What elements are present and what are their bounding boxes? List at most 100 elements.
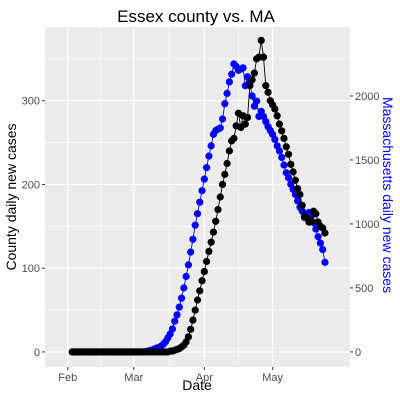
data-point <box>173 311 181 319</box>
data-point <box>212 217 220 225</box>
data-point <box>250 69 258 77</box>
data-point <box>180 284 188 292</box>
data-point <box>187 248 195 256</box>
data-point <box>218 115 227 123</box>
data-point <box>273 112 281 120</box>
data-point <box>177 294 186 302</box>
data-point <box>246 82 254 90</box>
data-point <box>248 92 256 100</box>
data-point <box>275 120 284 128</box>
data-point <box>171 317 179 325</box>
data-point <box>282 143 290 151</box>
y-tick-label: 0 <box>34 347 40 359</box>
data-point <box>253 97 261 105</box>
data-point <box>209 228 218 236</box>
data-point <box>284 150 293 158</box>
data-point <box>259 53 268 61</box>
data-point <box>216 124 224 132</box>
data-point <box>321 229 329 237</box>
y2-axis-title: Massachusetts daily new cases <box>380 97 396 293</box>
y-axis-title: County daily new cases <box>3 123 19 270</box>
data-point <box>182 272 190 280</box>
axis-ticks: Feb Mar Apr May 0 100 200 300 0 500 1000 1500 2000 <box>22 91 380 384</box>
data-point <box>271 135 279 144</box>
data-point <box>230 134 238 142</box>
data-point <box>203 257 211 266</box>
data-point <box>191 221 199 229</box>
data-point <box>291 176 299 184</box>
x-tick-label: Apr <box>196 372 213 384</box>
data-point <box>175 303 183 311</box>
data-point <box>278 153 286 161</box>
data-point <box>168 325 177 333</box>
data-point <box>294 185 302 193</box>
data-point <box>287 160 295 168</box>
data-point <box>221 170 229 178</box>
data-point <box>198 187 206 195</box>
series-county <box>68 36 329 356</box>
data-point <box>296 190 304 199</box>
data-point <box>257 36 265 45</box>
data-point <box>228 70 236 78</box>
y-tick-label: 300 <box>22 96 40 108</box>
data-point <box>223 159 231 168</box>
data-point <box>223 89 231 98</box>
data-point <box>314 233 322 241</box>
data-point <box>198 277 206 285</box>
data-point <box>243 113 252 122</box>
data-point <box>275 147 284 155</box>
data-point <box>189 316 197 324</box>
x-tick-label: Feb <box>58 372 77 384</box>
data-point <box>189 235 197 243</box>
data-point <box>278 127 286 135</box>
data-point <box>271 105 279 113</box>
data-point <box>221 100 229 108</box>
data-point <box>200 267 208 276</box>
data-point <box>284 174 293 182</box>
data-point <box>280 134 288 142</box>
data-point <box>218 180 227 189</box>
data-point <box>184 261 192 269</box>
data-point <box>225 78 233 86</box>
data-point <box>225 147 233 155</box>
data-point <box>241 120 249 128</box>
y2-tick-label: 2000 <box>355 91 379 103</box>
data-point <box>193 210 202 218</box>
y2-tick-label: 1000 <box>355 219 379 231</box>
plot-panel <box>45 27 350 367</box>
data-point <box>205 247 213 256</box>
data-point <box>280 161 288 169</box>
data-point <box>289 168 297 176</box>
x-axis-title: Date <box>182 377 212 393</box>
x-tick-label: May <box>262 372 283 384</box>
data-series <box>68 36 329 356</box>
data-point <box>200 175 208 183</box>
data-point <box>187 325 195 333</box>
data-point <box>264 88 272 96</box>
y-tick-label: 200 <box>22 179 40 191</box>
gridlines <box>45 27 350 367</box>
data-point <box>203 164 211 172</box>
data-point <box>184 333 192 341</box>
data-point <box>193 296 202 304</box>
data-point <box>248 76 256 84</box>
chart-title: Essex county vs. MA <box>117 7 275 26</box>
data-point <box>191 306 199 314</box>
x-tick-label: Mar <box>124 372 143 384</box>
data-point <box>307 217 315 225</box>
data-point <box>239 64 247 72</box>
y-tick-label: 100 <box>22 263 40 275</box>
data-point <box>319 245 327 254</box>
data-point <box>207 238 215 246</box>
data-point <box>207 142 215 150</box>
data-point <box>294 197 302 205</box>
data-point <box>214 205 222 214</box>
y2-tick-label: 500 <box>355 283 373 295</box>
y2-tick-label: 0 <box>355 347 361 359</box>
data-point <box>205 152 213 160</box>
data-point <box>262 82 270 90</box>
data-point <box>321 258 329 266</box>
data-point <box>216 193 224 201</box>
data-point <box>298 201 306 209</box>
